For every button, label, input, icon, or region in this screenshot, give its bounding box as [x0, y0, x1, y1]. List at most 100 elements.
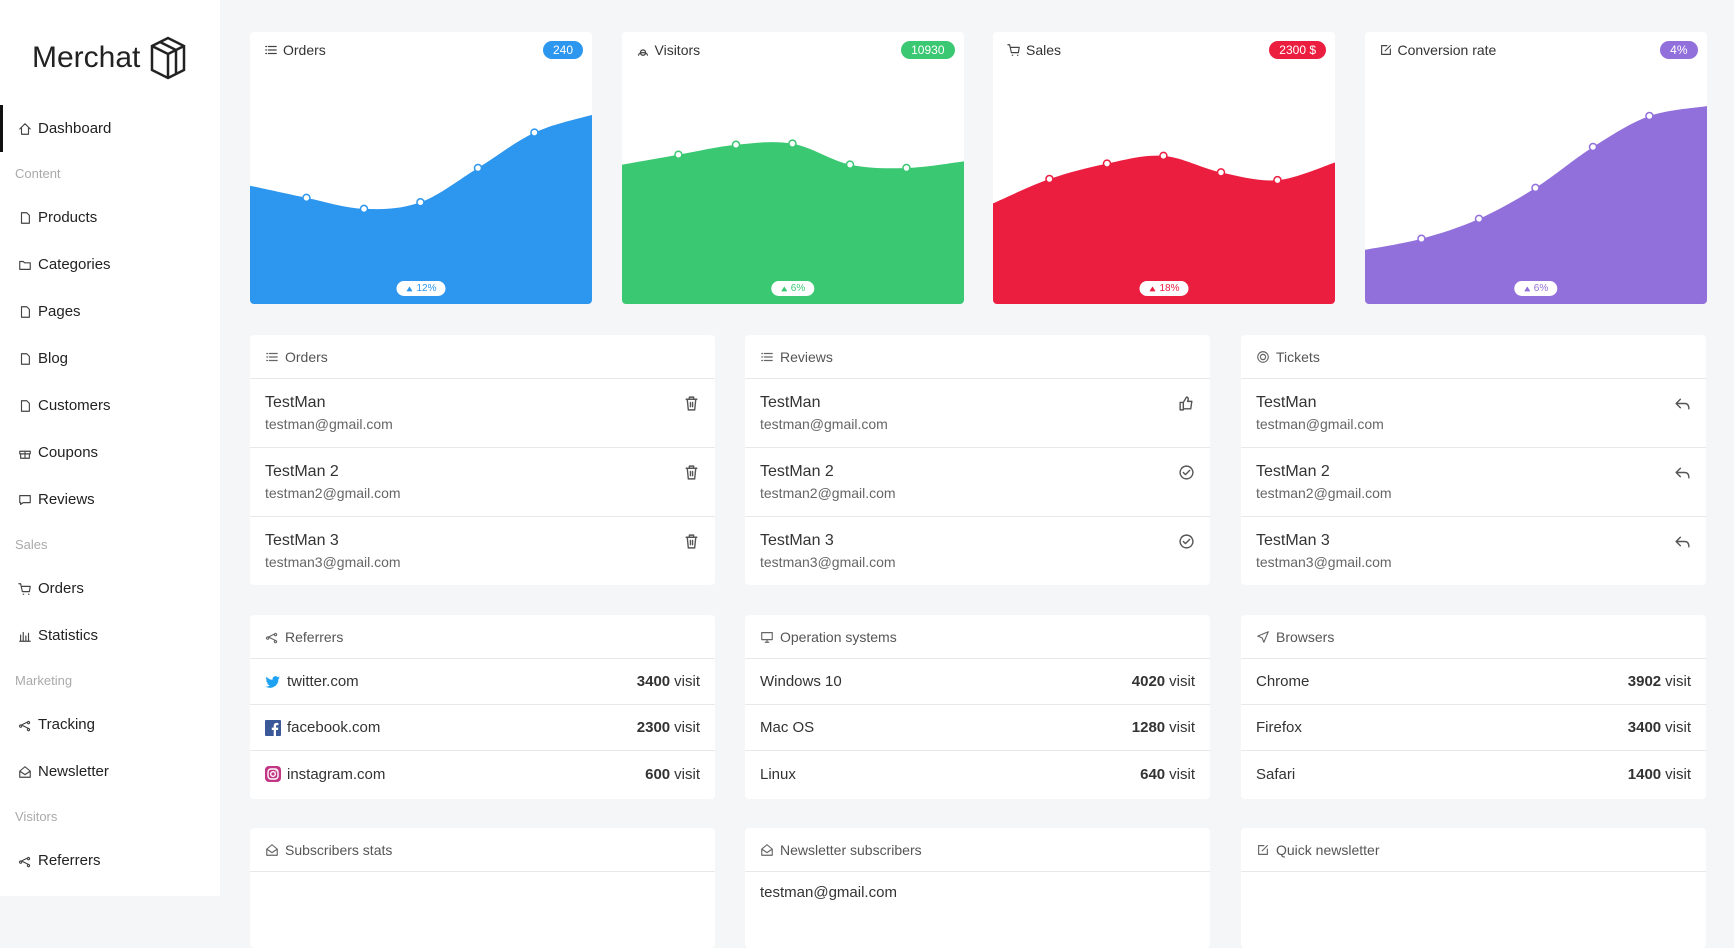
list-row: TestMan testman@gmail.com — [1241, 379, 1706, 448]
row-action[interactable] — [1674, 533, 1691, 555]
stat-change-text: 18% — [1159, 283, 1180, 294]
nav-item[interactable]: Coupons — [0, 429, 220, 476]
brand: Merchat — [32, 36, 188, 80]
sparkline — [250, 114, 592, 304]
row-email: testman3@gmail.com — [265, 554, 401, 570]
brand-logo — [151, 36, 186, 80]
row-action[interactable] — [683, 395, 700, 417]
nav-item[interactable]: Customers — [0, 382, 220, 429]
row-unit: visit — [1169, 719, 1195, 736]
row-unit: visit — [1665, 765, 1691, 783]
row-email: testman2@gmail.com — [265, 485, 401, 501]
list-row: TestMan testman@gmail.com — [745, 379, 1210, 448]
row-label: Firefox — [1256, 719, 1302, 736]
stat-title: Sales — [1007, 42, 1061, 58]
nav-item[interactable]: Categories — [0, 241, 220, 288]
row-count: 3400 — [636, 673, 671, 690]
nav-item[interactable]: Pages — [0, 288, 220, 335]
bottom-panel: Newsletter subscribers testman@gmail.com — [745, 828, 1210, 948]
list-row: TestMan 3 testman3@gmail.com — [745, 517, 1210, 585]
panel-title: Newsletter subscribers — [780, 841, 922, 858]
nav: Dashboard Content Products Categories Pages B… — [0, 105, 220, 884]
stat-change-text: 12% — [416, 283, 437, 294]
traffic-panel: Operation systems Windows 10 4020 visit Mac … — [745, 615, 1210, 799]
stat-badge: 10930 — [901, 41, 955, 59]
row-email: testman@gmail.com — [265, 416, 393, 432]
nav-label: Newsletter — [38, 763, 109, 780]
icon — [18, 720, 31, 731]
nav-item[interactable]: Products — [0, 194, 220, 241]
icon — [1179, 534, 1194, 549]
row-name: TestMan 2 — [760, 463, 834, 480]
row-email: testman2@gmail.com — [760, 485, 896, 501]
row-action[interactable] — [1674, 395, 1691, 417]
traffic-row: twitter.com 3400 visit — [250, 659, 715, 705]
nav-label: Categories — [38, 256, 111, 273]
icon — [20, 211, 30, 224]
row-unit: visit — [1169, 765, 1195, 783]
sidebar: Merchat Dashboard Content Products Categori… — [0, 0, 220, 896]
nav-item[interactable]: Newsletter — [0, 748, 220, 795]
stat-title-text: Orders — [283, 42, 326, 58]
panel-header: Tickets — [1241, 335, 1706, 379]
nav-item[interactable]: Tracking — [0, 701, 220, 748]
page: Merchat Dashboard Content Products Categori… — [0, 0, 1707, 901]
row-action[interactable] — [1178, 533, 1195, 555]
row-name: TestMan 3 — [1256, 532, 1330, 549]
nav-label: Blog — [38, 350, 69, 367]
row-label: facebook.com — [287, 719, 381, 736]
panel-title: Browsers — [1276, 628, 1335, 645]
sparkline — [621, 139, 964, 304]
stat-title-text: Sales — [1026, 42, 1062, 58]
row-action[interactable] — [683, 533, 700, 555]
nav-label: Referrers — [38, 852, 101, 869]
nav-item[interactable]: Dashboard — [0, 105, 220, 152]
panel-title: Operation systems — [780, 628, 897, 645]
site-logo — [265, 766, 281, 782]
row-name: TestMan 3 — [265, 532, 339, 549]
panel-header: Browsers — [1241, 615, 1706, 659]
icon — [265, 632, 278, 643]
nav-item[interactable]: Referrers — [0, 837, 220, 884]
row-action[interactable] — [1674, 464, 1691, 486]
row-name: TestMan — [265, 394, 326, 411]
icon — [19, 494, 31, 505]
nav-label: Statistics — [38, 627, 99, 644]
row-count: 1280 — [1131, 719, 1166, 736]
traffic-row: Windows 10 4020 visit — [745, 659, 1210, 705]
stat-card: Sales 2300 $ 18% — [993, 32, 1335, 304]
row-label: Linux — [760, 765, 796, 783]
icon — [1257, 630, 1269, 643]
icon — [1179, 465, 1194, 480]
sparkline — [1364, 106, 1707, 304]
row-label: Mac OS — [760, 719, 815, 736]
row-action[interactable] — [1178, 464, 1195, 486]
stat-change: 12% — [396, 281, 446, 296]
nav-item[interactable]: Reviews — [0, 476, 220, 523]
row-label: Windows 10 — [760, 673, 842, 690]
traffic-row: facebook.com 2300 visit — [250, 705, 715, 751]
icon — [266, 843, 278, 856]
icon — [20, 305, 30, 318]
icon — [1149, 286, 1156, 291]
nav-section: Sales — [15, 536, 48, 552]
panel-header: Quick newsletter — [1241, 828, 1706, 872]
row-email: testman@gmail.com — [1256, 416, 1384, 432]
stat-change-text: 6% — [1533, 283, 1549, 294]
traffic-panel: Browsers Chrome 3902 visit Firefox 3400 visit S… — [1241, 615, 1706, 799]
row-name: TestMan 3 — [760, 532, 834, 549]
icon — [19, 450, 31, 459]
icon — [1257, 350, 1269, 363]
nav-item[interactable]: Blog — [0, 335, 220, 382]
icon — [1675, 536, 1690, 548]
nav-section: Content — [15, 165, 61, 181]
row-email: testman3@gmail.com — [760, 554, 896, 570]
row-action[interactable] — [1178, 395, 1195, 417]
row-action[interactable] — [683, 464, 700, 486]
icon — [265, 45, 277, 55]
icon — [266, 352, 278, 361]
nav-item[interactable]: Orders — [0, 565, 220, 612]
sparkline — [993, 151, 1335, 304]
nav-item[interactable]: Statistics — [0, 612, 220, 659]
row-unit: visit — [1665, 673, 1691, 690]
